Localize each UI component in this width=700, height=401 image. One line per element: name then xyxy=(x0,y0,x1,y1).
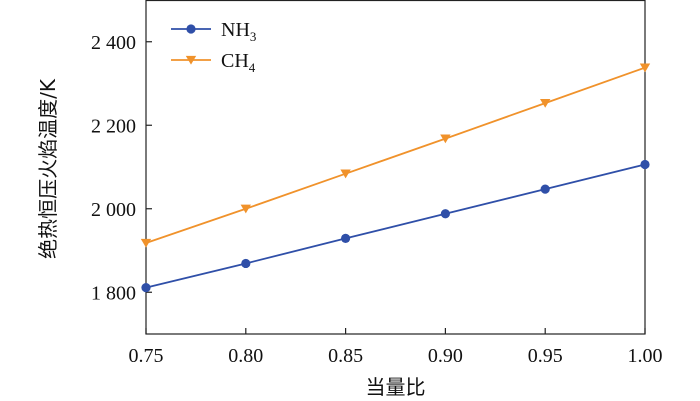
series-ch4 xyxy=(140,63,651,248)
series-line xyxy=(145,163,646,289)
data-point xyxy=(640,159,650,170)
x-tick-label: 0.80 xyxy=(228,345,263,367)
x-tick-label: 0.95 xyxy=(528,345,563,367)
y-axis: 1 800 2 000 2 200 2 400 xyxy=(91,32,152,304)
y-axis-title: 绝热恒压火焰温度/K xyxy=(36,78,60,259)
data-point xyxy=(440,209,450,219)
legend-item-nh3: NH3 xyxy=(171,19,256,44)
x-axis: 0.75 0.80 0.85 0.90 0.95 1.00 xyxy=(129,328,663,367)
data-point xyxy=(440,134,451,144)
data-point xyxy=(540,98,551,108)
data-point xyxy=(540,184,550,194)
legend-label: NH3 xyxy=(221,19,256,44)
x-tick-label: 0.75 xyxy=(129,345,164,367)
x-tick-label: 0.90 xyxy=(428,345,463,367)
data-point xyxy=(141,283,151,293)
y-tick-label: 1 800 xyxy=(91,282,136,304)
x-axis-title: 当量比 xyxy=(366,375,426,399)
data-point xyxy=(241,258,251,269)
legend-item-ch4: CH4 xyxy=(171,50,256,75)
series-nh3 xyxy=(141,159,650,293)
y-tick-label: 2 200 xyxy=(91,115,136,137)
data-point xyxy=(639,63,651,73)
legend-marker xyxy=(186,24,196,34)
legend-label: CH4 xyxy=(221,50,256,75)
y-tick-label: 2 400 xyxy=(91,32,136,54)
data-point xyxy=(240,204,251,214)
series-layer xyxy=(140,63,651,293)
data-point xyxy=(341,233,351,243)
y-tick-label: 2 000 xyxy=(91,199,136,221)
data-point xyxy=(140,238,152,248)
legend-marker xyxy=(185,55,197,65)
series-line xyxy=(145,66,646,244)
x-tick-label: 0.85 xyxy=(328,345,363,367)
data-point xyxy=(340,169,351,179)
x-tick-label: 1.00 xyxy=(628,345,663,367)
